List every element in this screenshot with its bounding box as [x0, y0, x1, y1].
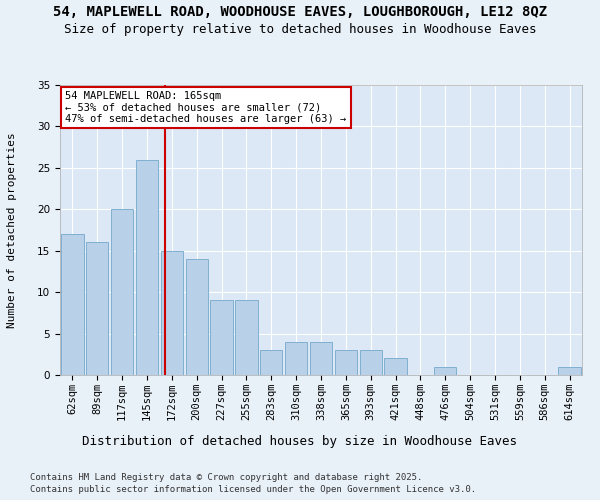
Bar	[260, 350, 283, 375]
Bar	[434, 366, 457, 375]
Bar	[161, 250, 183, 375]
Text: Distribution of detached houses by size in Woodhouse Eaves: Distribution of detached houses by size …	[83, 435, 517, 448]
Text: Number of detached properties: Number of detached properties	[7, 132, 17, 328]
Bar	[185, 259, 208, 375]
Bar	[136, 160, 158, 375]
Bar	[61, 234, 83, 375]
Bar	[359, 350, 382, 375]
Bar	[111, 210, 133, 375]
Bar	[285, 342, 307, 375]
Bar	[211, 300, 233, 375]
Text: Size of property relative to detached houses in Woodhouse Eaves: Size of property relative to detached ho…	[64, 22, 536, 36]
Text: Contains HM Land Registry data © Crown copyright and database right 2025.: Contains HM Land Registry data © Crown c…	[30, 472, 422, 482]
Text: 54, MAPLEWELL ROAD, WOODHOUSE EAVES, LOUGHBOROUGH, LE12 8QZ: 54, MAPLEWELL ROAD, WOODHOUSE EAVES, LOU…	[53, 5, 547, 19]
Bar	[385, 358, 407, 375]
Bar	[310, 342, 332, 375]
Bar	[559, 366, 581, 375]
Bar	[86, 242, 109, 375]
Text: Contains public sector information licensed under the Open Government Licence v3: Contains public sector information licen…	[30, 485, 476, 494]
Bar	[235, 300, 257, 375]
Text: 54 MAPLEWELL ROAD: 165sqm
← 53% of detached houses are smaller (72)
47% of semi-: 54 MAPLEWELL ROAD: 165sqm ← 53% of detac…	[65, 91, 346, 124]
Bar	[335, 350, 357, 375]
